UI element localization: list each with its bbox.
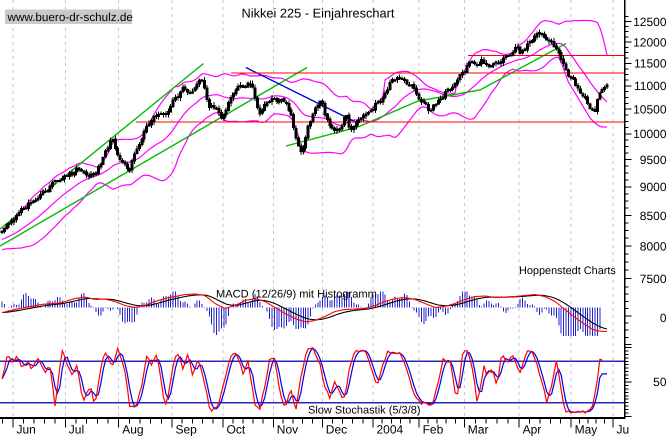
svg-text:50: 50 <box>653 375 667 389</box>
svg-text:Ju: Ju <box>617 422 630 436</box>
svg-text:0: 0 <box>660 311 667 325</box>
svg-text:www.buero-dr-schulz.de: www.buero-dr-schulz.de <box>7 11 133 24</box>
svg-text:Jun: Jun <box>17 422 36 436</box>
svg-text:9000: 9000 <box>640 180 667 194</box>
svg-text:Mar: Mar <box>468 422 489 436</box>
svg-text:MACD (12/26/9) mit Histogramm: MACD (12/26/9) mit Histogramm <box>216 289 377 301</box>
svg-text:7500: 7500 <box>640 272 667 286</box>
svg-text:8500: 8500 <box>640 209 667 223</box>
svg-text:Nikkei 225 - Einjahreschart: Nikkei 225 - Einjahreschart <box>242 6 395 21</box>
svg-text:Feb: Feb <box>423 422 444 436</box>
svg-text:Jul: Jul <box>69 422 84 436</box>
svg-text:Hoppenstedt Charts: Hoppenstedt Charts <box>519 265 616 277</box>
svg-text:11000: 11000 <box>634 79 667 93</box>
svg-text:9500: 9500 <box>640 153 667 167</box>
svg-text:Sep: Sep <box>176 422 198 436</box>
svg-text:10000: 10000 <box>633 127 667 141</box>
svg-text:Aug: Aug <box>122 422 143 436</box>
svg-text:10500: 10500 <box>633 103 667 117</box>
svg-text:2004: 2004 <box>377 422 404 436</box>
svg-text:Oct: Oct <box>227 422 246 436</box>
svg-text:Slow Stochastik (5/3/8): Slow Stochastik (5/3/8) <box>308 405 421 417</box>
svg-text:Nov: Nov <box>277 422 298 436</box>
svg-text:12000: 12000 <box>633 35 667 49</box>
svg-text:Apr: Apr <box>523 422 542 436</box>
svg-text:Dec: Dec <box>326 422 347 436</box>
svg-text:11500: 11500 <box>634 57 667 71</box>
svg-text:May: May <box>575 422 598 436</box>
svg-text:8000: 8000 <box>640 239 667 253</box>
svg-text:12500: 12500 <box>633 15 667 29</box>
